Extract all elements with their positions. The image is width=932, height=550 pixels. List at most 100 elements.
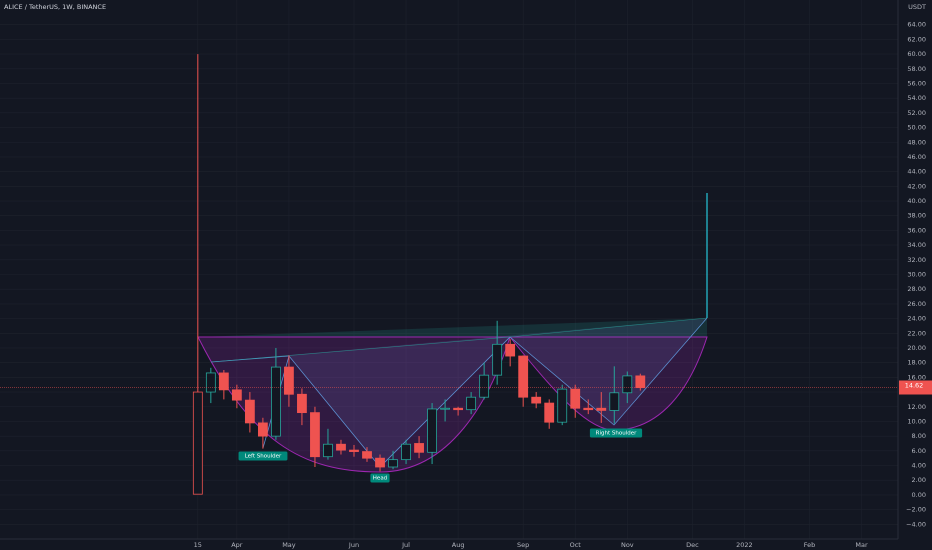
y-tick-label: 32.00: [907, 256, 926, 264]
candle-body: [453, 407, 464, 411]
candle-body: [362, 451, 372, 459]
candle-body: [596, 407, 607, 411]
y-tick-label: −4.00: [906, 520, 926, 528]
candle-body: [375, 457, 385, 468]
candle-body: [401, 443, 411, 461]
candle-body: [635, 375, 646, 389]
x-tick-label: Oct: [570, 541, 582, 549]
candle-body: [297, 393, 307, 414]
y-tick-label: 60.00: [907, 50, 926, 58]
y-tick-label: 8.00: [912, 432, 926, 440]
candle-body: [427, 408, 437, 453]
annotation-box: [238, 451, 288, 461]
candle-body: [492, 343, 503, 376]
candle-body: [557, 388, 568, 423]
candle-body: [544, 402, 555, 423]
currency-label: USDT: [908, 3, 926, 11]
x-tick-label: Dec: [686, 541, 699, 549]
candle-body: [570, 388, 581, 409]
neckline-slope: [210, 317, 708, 363]
y-tick-label: 0.00: [912, 491, 926, 499]
y-tick-label: 56.00: [907, 79, 926, 87]
y-tick-label: 48.00: [907, 138, 926, 146]
candle-body: [205, 372, 216, 393]
y-tick-label: 12.00: [907, 403, 926, 411]
x-tick-label: Sep: [517, 541, 529, 549]
candle-body: [336, 443, 346, 451]
y-tick-label: 46.00: [907, 153, 926, 161]
y-tick-label: 34.00: [907, 241, 926, 249]
x-tick-label: Feb: [804, 541, 816, 549]
y-tick-label: 16.00: [907, 373, 926, 381]
candle-body: [271, 366, 281, 437]
y-tick-label: −2.00: [906, 506, 926, 514]
x-tick-label: Jul: [401, 541, 410, 549]
x-tick-label: Apr: [231, 541, 243, 549]
y-tick-label: 22.00: [907, 329, 926, 337]
x-tick-label: Nov: [621, 541, 634, 549]
y-tick-label: 4.00: [912, 462, 926, 470]
y-tick-label: 2.00: [912, 476, 926, 484]
y-tick-label: 50.00: [907, 124, 926, 132]
candle-body: [244, 399, 255, 424]
candle-body: [218, 372, 229, 391]
chart-title: ALICE / TetherUS, 1W, BINANCE: [4, 3, 106, 11]
candle-body: [257, 422, 268, 437]
y-tick-label: 18.00: [907, 359, 926, 367]
y-tick-label: 58.00: [907, 65, 926, 73]
candle-body: [518, 355, 529, 398]
y-tick-label: 28.00: [907, 285, 926, 293]
y-tick-label: 36.00: [907, 226, 926, 234]
candle-body: [466, 396, 477, 411]
y-tick-label: 52.00: [907, 109, 926, 117]
candle-body: [479, 374, 490, 398]
y-tick-label: 44.00: [907, 168, 926, 176]
price-scale: [898, 0, 932, 550]
candle-body: [231, 389, 242, 401]
candle-body: [622, 375, 633, 394]
candle-body: [505, 343, 516, 357]
candle-body: [192, 391, 203, 495]
axes: −4.00 −2.00 0.00 2.00 4.00 6.00 8.00 10.00 12.00…: [194, 21, 932, 549]
annotation-label: Right Shoulder: [596, 431, 637, 437]
y-tick-label: 20.00: [907, 344, 926, 352]
candle-body: [414, 443, 424, 453]
annotation-label: Left Shoulder: [245, 454, 282, 460]
last-price-label: 14.62: [905, 382, 924, 390]
candle-body: [440, 407, 450, 410]
y-tick-label: 24.00: [907, 315, 926, 323]
candle-body: [583, 407, 594, 411]
y-tick-label: 38.00: [907, 212, 926, 220]
annotation-label: Head: [373, 476, 387, 482]
x-tick-label: 2022: [736, 541, 753, 549]
y-tick-label: 64.00: [907, 21, 926, 29]
x-tick-label: Jun: [348, 541, 359, 549]
y-tick-label: 54.00: [907, 94, 926, 102]
x-tick-label: 15: [194, 541, 202, 549]
y-tick-label: 40.00: [907, 197, 926, 205]
candle-body: [284, 366, 294, 395]
candle-body: [310, 412, 320, 458]
time-scale: [0, 539, 932, 550]
last-price-box: [899, 380, 932, 395]
candle-body: [531, 396, 542, 404]
y-tick-label: 6.00: [912, 447, 926, 455]
annotations: Left Shoulder Head Right Shoulder: [238, 428, 643, 483]
x-tick-label: May: [282, 541, 296, 549]
candle-body: [323, 443, 333, 458]
candle-body: [349, 449, 359, 452]
y-tick-label: 30.00: [907, 271, 926, 279]
candle-body: [609, 392, 620, 411]
x-tick-label: Aug: [452, 541, 465, 549]
y-tick-label: 10.00: [907, 417, 926, 425]
x-tick-label: Mar: [855, 541, 868, 549]
y-tick-label: 62.00: [907, 35, 926, 43]
annotation-box: [370, 473, 390, 483]
neckline-fill: [198, 318, 707, 337]
annotation-box: [589, 428, 643, 438]
candle-body: [388, 459, 398, 468]
y-tick-label: 42.00: [907, 182, 926, 190]
y-tick-label: 26.00: [907, 300, 926, 308]
